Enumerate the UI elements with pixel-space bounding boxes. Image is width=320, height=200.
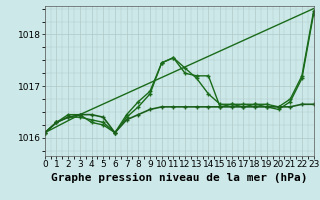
X-axis label: Graphe pression niveau de la mer (hPa): Graphe pression niveau de la mer (hPa) bbox=[51, 173, 308, 183]
